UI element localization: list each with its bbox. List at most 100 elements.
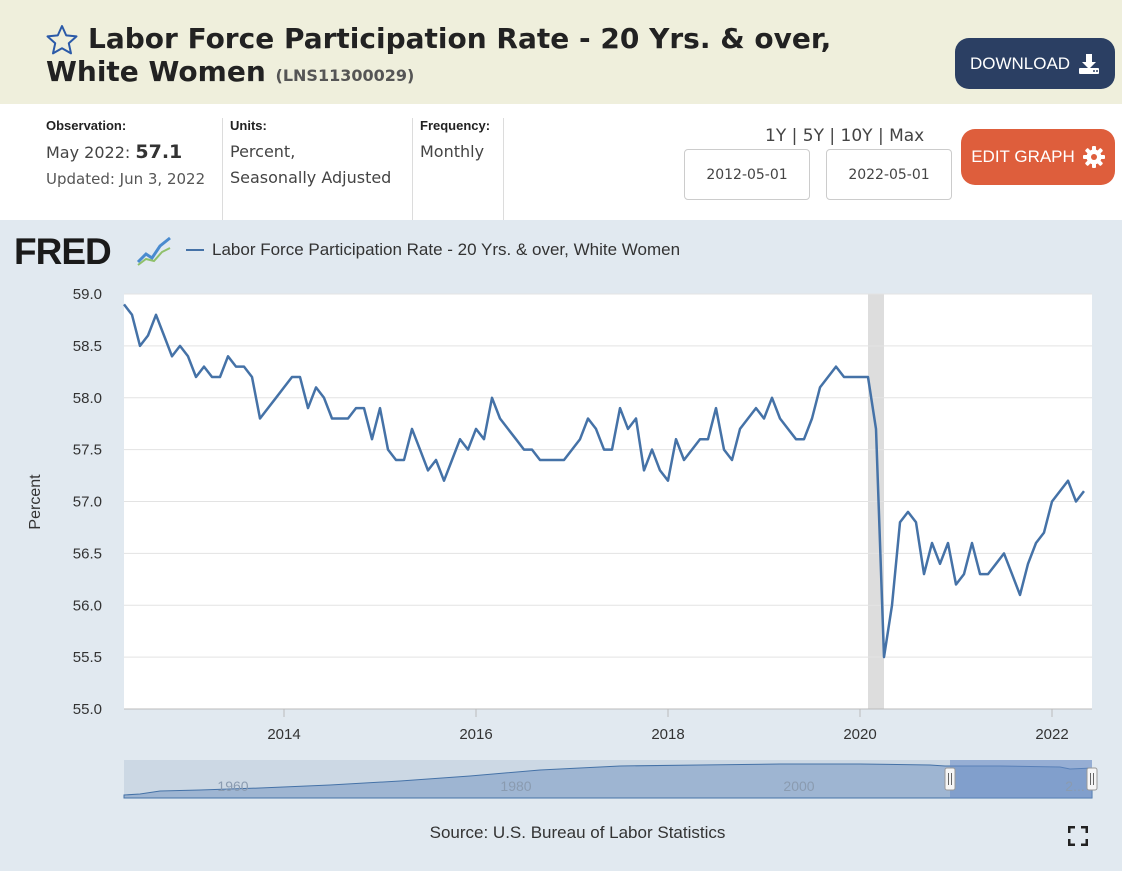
page-title: Labor Force Participation Rate - 20 Yrs.… <box>46 22 926 92</box>
data-point <box>507 428 509 430</box>
end-date-input[interactable]: 2022-05-01 <box>826 149 952 200</box>
download-icon <box>1079 53 1100 74</box>
y-tick-label: 55.0 <box>73 701 102 718</box>
navigator-tick-label: 1960 <box>217 778 248 794</box>
data-point <box>435 459 437 461</box>
navigator-ticks: 1960 1980 2000 2... <box>217 778 1084 794</box>
data-point <box>251 376 253 378</box>
data-point <box>171 355 173 357</box>
data-point <box>779 417 781 419</box>
frequency-value: Monthly <box>420 142 485 161</box>
start-date-input[interactable]: 2012-05-01 <box>684 149 810 200</box>
data-point <box>763 417 765 419</box>
data-point <box>715 407 717 409</box>
edit-graph-button[interactable]: EDIT GRAPH <box>961 129 1115 185</box>
line-chart[interactable]: 55.0 55.5 56.0 56.5 57.0 57.5 58.0 58.5 59.0 201… <box>0 220 1122 871</box>
range-separator: | <box>791 126 798 146</box>
x-axis-ticks: 2014 2016 2018 2020 2022 <box>124 708 1092 743</box>
data-point <box>739 428 741 430</box>
fullscreen-icon[interactable] <box>1068 826 1088 846</box>
data-point <box>683 459 685 461</box>
star-icon[interactable] <box>46 24 78 56</box>
data-point <box>579 438 581 440</box>
data-point <box>731 459 733 461</box>
data-point <box>907 511 909 513</box>
data-point <box>483 438 485 440</box>
data-point <box>547 459 549 461</box>
data-point <box>1003 552 1005 554</box>
data-point <box>323 397 325 399</box>
data-point <box>179 345 181 347</box>
data-point <box>259 417 261 419</box>
data-point <box>1019 594 1021 596</box>
units-line2: Seasonally Adjusted <box>230 168 392 187</box>
data-point <box>643 469 645 471</box>
data-point <box>131 314 133 316</box>
data-point <box>403 459 405 461</box>
data-point <box>995 563 997 565</box>
data-point <box>587 417 589 419</box>
data-point <box>979 573 981 575</box>
data-point <box>627 428 629 430</box>
data-point <box>347 417 349 419</box>
range-5y-link[interactable]: 5Y <box>802 126 824 146</box>
data-point <box>811 417 813 419</box>
y-tick-label: 59.0 <box>73 286 102 303</box>
x-tick-label: 2018 <box>651 726 684 743</box>
data-point <box>707 438 709 440</box>
data-point <box>819 386 821 388</box>
fred-logo[interactable]: FRED <box>14 231 174 277</box>
data-point <box>307 407 309 409</box>
observation-date: May 2022: <box>46 143 131 162</box>
data-point <box>411 428 413 430</box>
data-point <box>939 563 941 565</box>
navigator-handle-left <box>944 767 956 791</box>
data-point <box>803 438 805 440</box>
range-max-link[interactable]: Max <box>889 126 925 146</box>
data-point <box>219 376 221 378</box>
data-point <box>851 376 853 378</box>
range-1y-link[interactable]: 1Y <box>765 126 787 146</box>
data-point <box>315 386 317 388</box>
x-tick-label: 2022 <box>1035 726 1068 743</box>
legend-swatch <box>186 249 204 251</box>
data-point <box>475 428 477 430</box>
data-point <box>859 376 861 378</box>
data-point <box>499 417 501 419</box>
data-point <box>1043 531 1045 533</box>
frequency-label: Frequency: <box>420 118 491 133</box>
data-point <box>195 376 197 378</box>
data-point <box>539 459 541 461</box>
data-point <box>443 480 445 482</box>
data-point <box>611 448 613 450</box>
data-point <box>491 397 493 399</box>
divider <box>503 118 504 220</box>
header-bar: Labor Force Participation Rate - 20 Yrs.… <box>0 0 1122 104</box>
data-point <box>723 448 725 450</box>
data-point <box>123 303 125 305</box>
data-point <box>595 428 597 430</box>
data-point <box>523 448 525 450</box>
data-point <box>971 542 973 544</box>
data-point <box>571 448 573 450</box>
navigator-selection <box>950 760 1092 798</box>
data-point <box>947 542 949 544</box>
data-point <box>147 334 149 336</box>
series-line <box>123 303 1085 659</box>
data-point <box>371 438 373 440</box>
data-point <box>387 448 389 450</box>
edit-graph-label: EDIT GRAPH <box>971 147 1075 166</box>
data-point <box>379 407 381 409</box>
chart-legend[interactable]: Labor Force Participation Rate - 20 Yrs.… <box>186 240 680 260</box>
range-10y-link[interactable]: 10Y <box>840 126 873 146</box>
data-point <box>867 376 869 378</box>
units-label: Units: <box>230 118 267 133</box>
data-point <box>1067 480 1069 482</box>
data-point <box>203 365 205 367</box>
download-button[interactable]: DOWNLOAD <box>955 38 1115 89</box>
series-id: (LNS11300029) <box>275 66 415 85</box>
data-point <box>419 448 421 450</box>
gear-icon <box>1082 146 1105 168</box>
data-point <box>963 573 965 575</box>
range-selector: 1Y | 5Y | 10Y | Max <box>765 126 924 146</box>
